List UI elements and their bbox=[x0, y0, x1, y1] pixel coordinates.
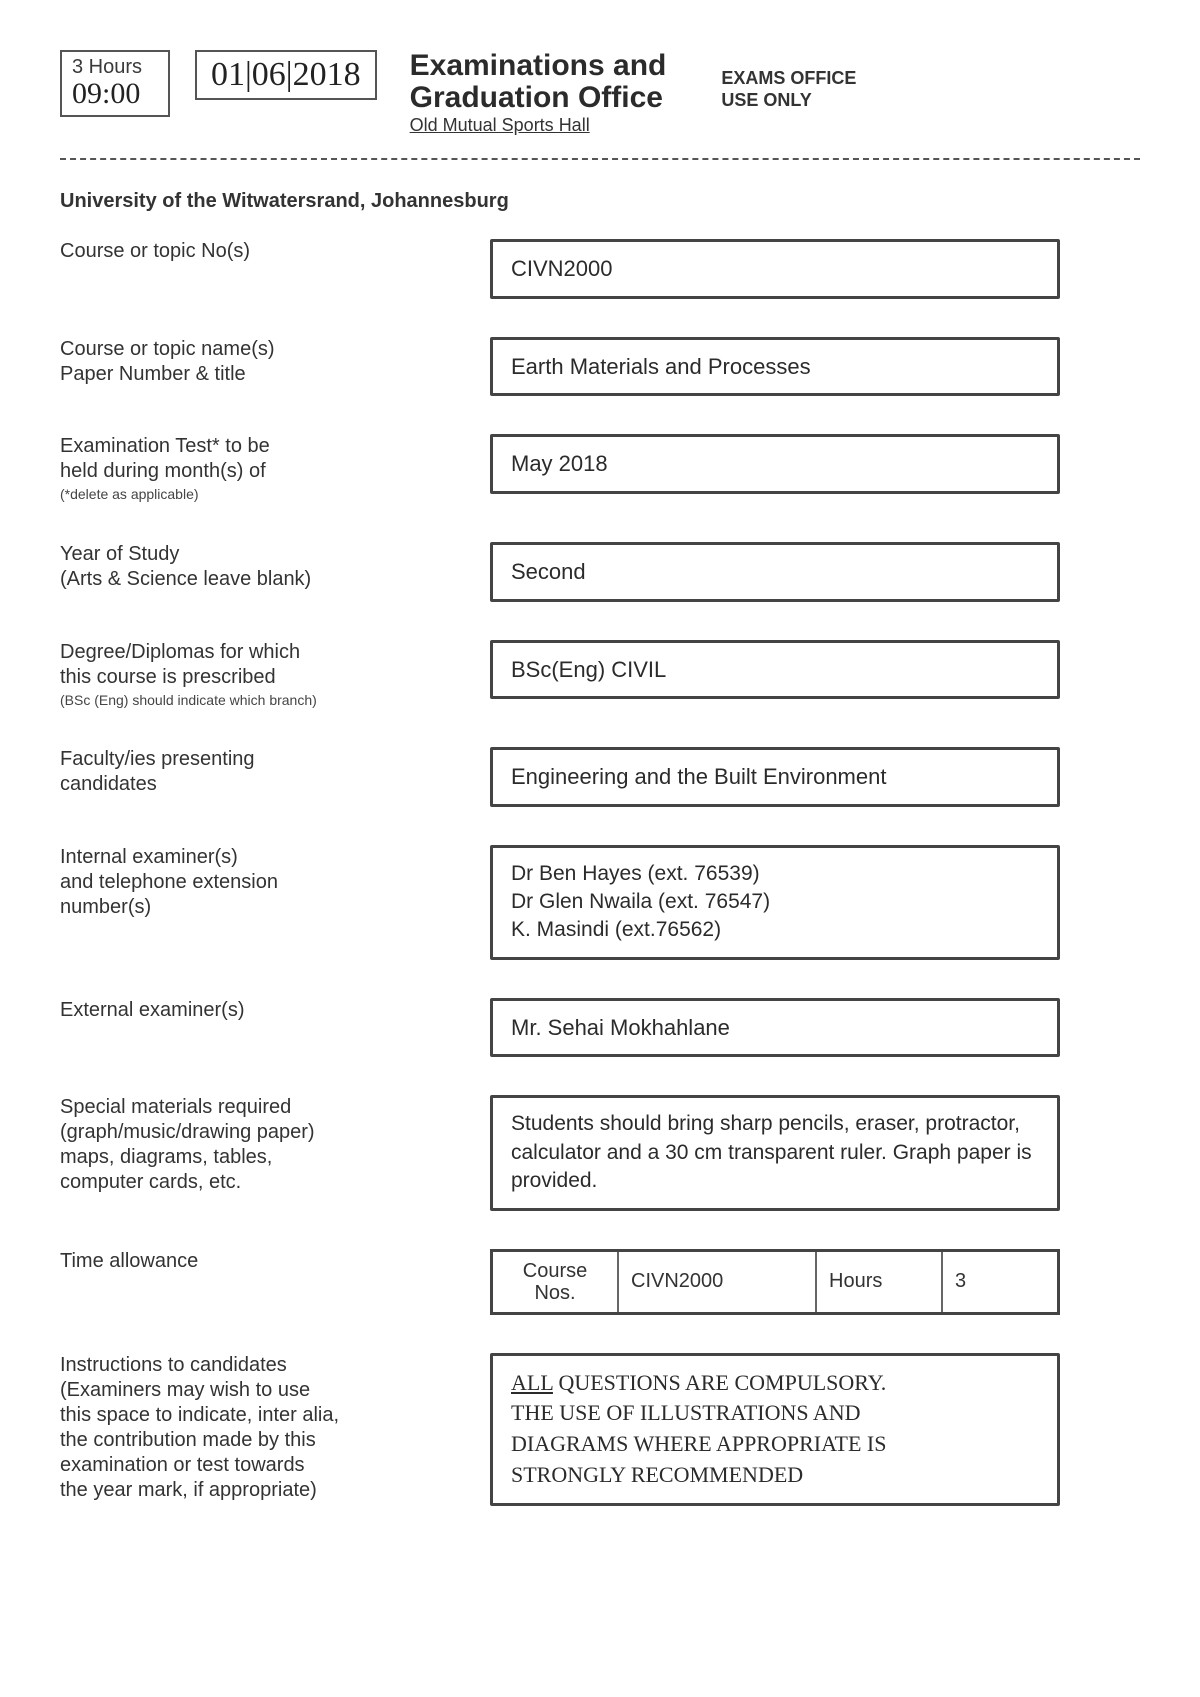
row-course-name: Course or topic name(s) Paper Number & t… bbox=[60, 337, 1140, 397]
office-title: Examinations and Graduation Office Old M… bbox=[410, 50, 667, 136]
date-box: 01|06|2018 bbox=[195, 50, 377, 100]
label-internal: Internal examiner(s) and telephone exten… bbox=[60, 845, 490, 920]
row-time: Time allowance Course Nos. CIVN2000 Hour… bbox=[60, 1249, 1140, 1315]
title-line3: Old Mutual Sports Hall bbox=[410, 115, 667, 136]
value-exam-month: May 2018 bbox=[490, 434, 1060, 494]
time-allowance-table: Course Nos. CIVN2000 Hours 3 bbox=[490, 1249, 1060, 1315]
exam-cover-page: 3 Hours 09:00 01|06|2018 Examinations an… bbox=[0, 0, 1200, 1697]
row-materials: Special materials required (graph/music/… bbox=[60, 1095, 1140, 1210]
label-time: Time allowance bbox=[60, 1249, 490, 1274]
label-external: External examiner(s) bbox=[60, 998, 490, 1023]
value-external: Mr. Sehai Mokhahlane bbox=[490, 998, 1060, 1058]
row-faculty: Faculty/ies presenting candidates Engine… bbox=[60, 747, 1140, 807]
value-faculty: Engineering and the Built Environment bbox=[490, 747, 1060, 807]
label-year-study: Year of Study (Arts & Science leave blan… bbox=[60, 542, 490, 592]
row-course-no: Course or topic No(s) CIVN2000 bbox=[60, 239, 1140, 299]
row-year-study: Year of Study (Arts & Science leave blan… bbox=[60, 542, 1140, 602]
row-degree: Degree/Diplomas for which this course is… bbox=[60, 640, 1140, 710]
label-course-no: Course or topic No(s) bbox=[60, 239, 490, 264]
value-degree: BSc(Eng) CIVIL bbox=[490, 640, 1060, 700]
label-course-name: Course or topic name(s) Paper Number & t… bbox=[60, 337, 490, 387]
header-row: 3 Hours 09:00 01|06|2018 Examinations an… bbox=[60, 50, 1140, 136]
hours-box: 3 Hours 09:00 bbox=[60, 50, 170, 117]
ta-col-hours-value: 3 bbox=[943, 1252, 1057, 1312]
value-course-no: CIVN2000 bbox=[490, 239, 1060, 299]
exams-office-use-only: EXAMS OFFICE USE ONLY bbox=[721, 68, 856, 111]
ta-col-course-label: Course Nos. bbox=[493, 1252, 619, 1312]
use-only-l2: USE ONLY bbox=[721, 90, 856, 112]
label-instructions: Instructions to candidates (Examiners ma… bbox=[60, 1353, 490, 1503]
row-instructions: Instructions to candidates (Examiners ma… bbox=[60, 1353, 1140, 1506]
instr-all: ALL bbox=[511, 1370, 553, 1395]
row-exam-month: Examination Test* to be held during mont… bbox=[60, 434, 1140, 504]
divider bbox=[60, 158, 1140, 160]
label-degree: Degree/Diplomas for which this course is… bbox=[60, 640, 490, 710]
date-handwritten: 01|06|2018 bbox=[211, 58, 361, 92]
title-line2: Graduation Office bbox=[410, 82, 667, 114]
value-materials: Students should bring sharp pencils, era… bbox=[490, 1095, 1060, 1210]
title-line1: Examinations and bbox=[410, 50, 667, 82]
ta-col-course-value: CIVN2000 bbox=[619, 1252, 817, 1312]
row-internal: Internal examiner(s) and telephone exten… bbox=[60, 845, 1140, 960]
hours-handwritten: 09:00 bbox=[72, 79, 158, 109]
value-course-name: Earth Materials and Processes bbox=[490, 337, 1060, 397]
value-instructions: ALL QUESTIONS ARE COMPULSORY. THE USE OF… bbox=[490, 1353, 1060, 1506]
value-year-study: Second bbox=[490, 542, 1060, 602]
ta-col-hours-label: Hours bbox=[817, 1252, 943, 1312]
hours-label: 3 Hours bbox=[72, 56, 158, 79]
row-external: External examiner(s) Mr. Sehai Mokhahlan… bbox=[60, 998, 1140, 1058]
university-name: University of the Witwatersrand, Johanne… bbox=[60, 190, 1140, 213]
label-materials: Special materials required (graph/music/… bbox=[60, 1095, 490, 1195]
use-only-l1: EXAMS OFFICE bbox=[721, 68, 856, 90]
label-exam-month: Examination Test* to be held during mont… bbox=[60, 434, 490, 504]
value-internal: Dr Ben Hayes (ext. 76539) Dr Glen Nwaila… bbox=[490, 845, 1060, 960]
label-faculty: Faculty/ies presenting candidates bbox=[60, 747, 490, 797]
